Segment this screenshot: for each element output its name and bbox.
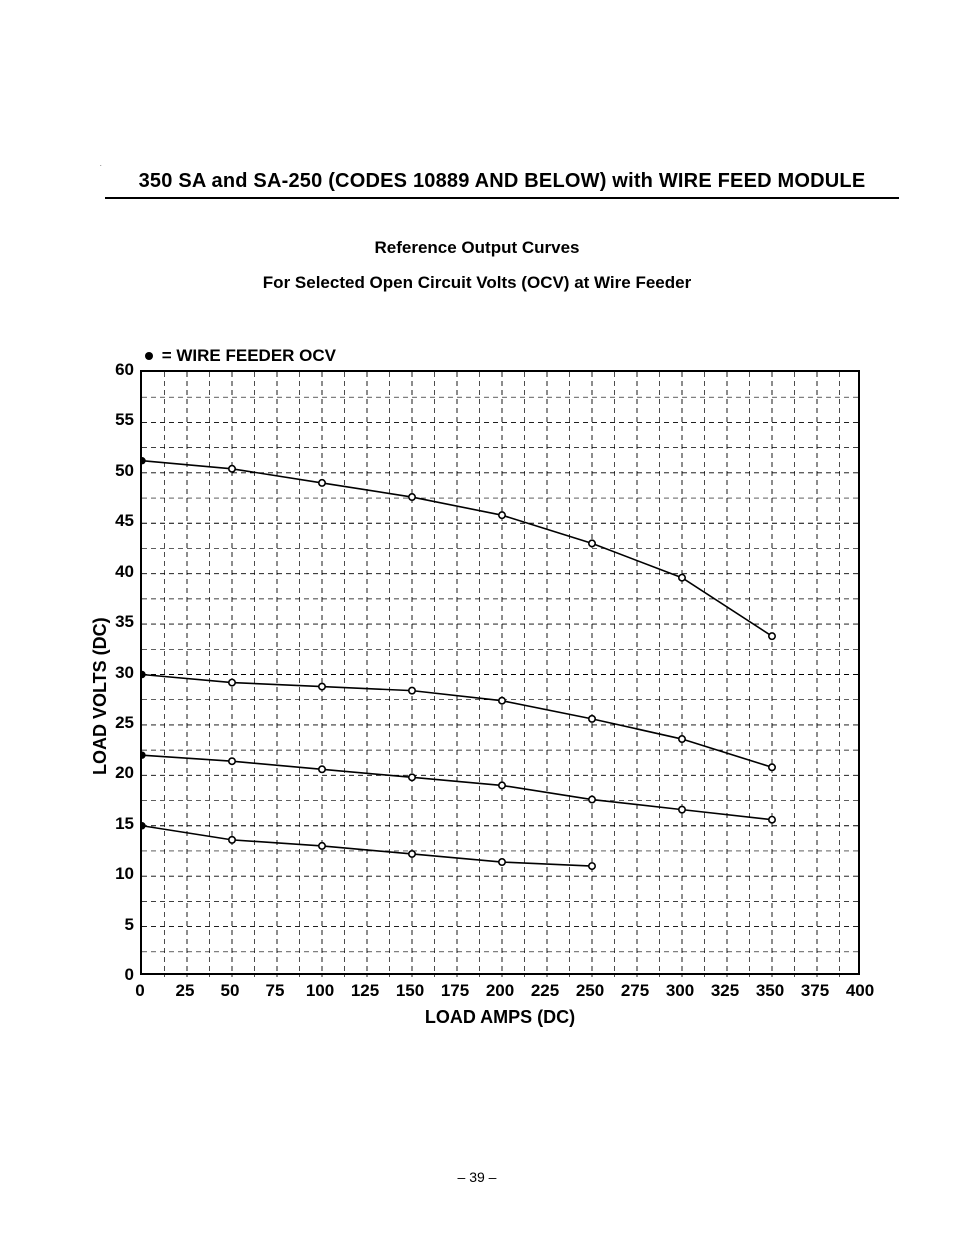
- x-tick-label: 175: [435, 981, 475, 1001]
- marker: [229, 837, 235, 843]
- marker: [142, 752, 145, 758]
- x-tick-label: 100: [300, 981, 340, 1001]
- section-marker: .: [100, 162, 102, 168]
- y-tick-label: 60: [104, 360, 134, 380]
- marker: [499, 512, 505, 518]
- marker: [229, 679, 235, 685]
- x-tick-label: 50: [210, 981, 250, 1001]
- x-tick-label: 150: [390, 981, 430, 1001]
- marker: [499, 859, 505, 865]
- y-tick-label: 20: [104, 763, 134, 783]
- output-curves-chart: = WIRE FEEDER OCV LOAD VOLTS (DC) LOAD A…: [80, 338, 880, 1038]
- marker: [769, 817, 775, 823]
- series-ocv-30: [142, 675, 772, 768]
- page-number: – 39 –: [0, 1169, 954, 1185]
- legend-marker-icon: [145, 352, 153, 360]
- x-tick-label: 400: [840, 981, 880, 1001]
- marker: [409, 687, 415, 693]
- marker: [679, 806, 685, 812]
- marker: [409, 774, 415, 780]
- marker: [142, 823, 145, 829]
- marker: [769, 764, 775, 770]
- legend-text: = WIRE FEEDER OCV: [157, 346, 336, 365]
- marker: [769, 633, 775, 639]
- y-tick-label: 10: [104, 864, 134, 884]
- y-tick-label: 35: [104, 612, 134, 632]
- marker: [409, 494, 415, 500]
- marker: [589, 540, 595, 546]
- y-axis-label: LOAD VOLTS (DC): [90, 618, 111, 776]
- marker: [229, 758, 235, 764]
- x-tick-label: 375: [795, 981, 835, 1001]
- subtitle-2: For Selected Open Circuit Volts (OCV) at…: [0, 273, 954, 293]
- marker: [589, 716, 595, 722]
- x-tick-label: 75: [255, 981, 295, 1001]
- subtitle-1: Reference Output Curves: [0, 238, 954, 258]
- marker: [589, 863, 595, 869]
- marker: [319, 843, 325, 849]
- x-tick-label: 300: [660, 981, 700, 1001]
- marker: [499, 782, 505, 788]
- marker: [142, 458, 145, 464]
- x-tick-label: 125: [345, 981, 385, 1001]
- chart-legend: = WIRE FEEDER OCV: [145, 346, 336, 366]
- marker: [142, 671, 145, 677]
- marker: [319, 766, 325, 772]
- x-tick-label: 250: [570, 981, 610, 1001]
- series-ocv-22: [142, 755, 772, 820]
- page-heading: 350 SA and SA-250 (CODES 10889 AND BELOW…: [105, 170, 899, 199]
- x-tick-label: 200: [480, 981, 520, 1001]
- marker: [409, 851, 415, 857]
- x-tick-label: 275: [615, 981, 655, 1001]
- marker: [589, 796, 595, 802]
- y-tick-label: 40: [104, 562, 134, 582]
- y-tick-label: 25: [104, 713, 134, 733]
- marker: [319, 480, 325, 486]
- x-tick-label: 350: [750, 981, 790, 1001]
- y-tick-label: 50: [104, 461, 134, 481]
- y-tick-label: 55: [104, 410, 134, 430]
- x-tick-label: 0: [120, 981, 160, 1001]
- x-tick-label: 225: [525, 981, 565, 1001]
- x-tick-label: 25: [165, 981, 205, 1001]
- series-ocv-15: [142, 826, 592, 866]
- marker: [319, 683, 325, 689]
- marker: [679, 736, 685, 742]
- x-axis-label: LOAD AMPS (DC): [140, 1007, 860, 1028]
- y-tick-label: 30: [104, 663, 134, 683]
- y-tick-label: 5: [104, 915, 134, 935]
- plot-area: [140, 370, 860, 975]
- marker: [499, 698, 505, 704]
- x-tick-label: 325: [705, 981, 745, 1001]
- marker: [229, 466, 235, 472]
- y-tick-label: 15: [104, 814, 134, 834]
- y-tick-label: 45: [104, 511, 134, 531]
- series-ocv-51: [142, 461, 772, 636]
- marker: [679, 575, 685, 581]
